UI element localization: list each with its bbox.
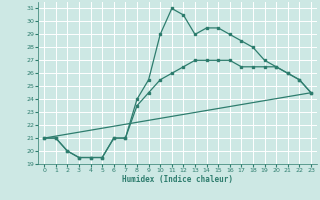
X-axis label: Humidex (Indice chaleur): Humidex (Indice chaleur)	[122, 175, 233, 184]
